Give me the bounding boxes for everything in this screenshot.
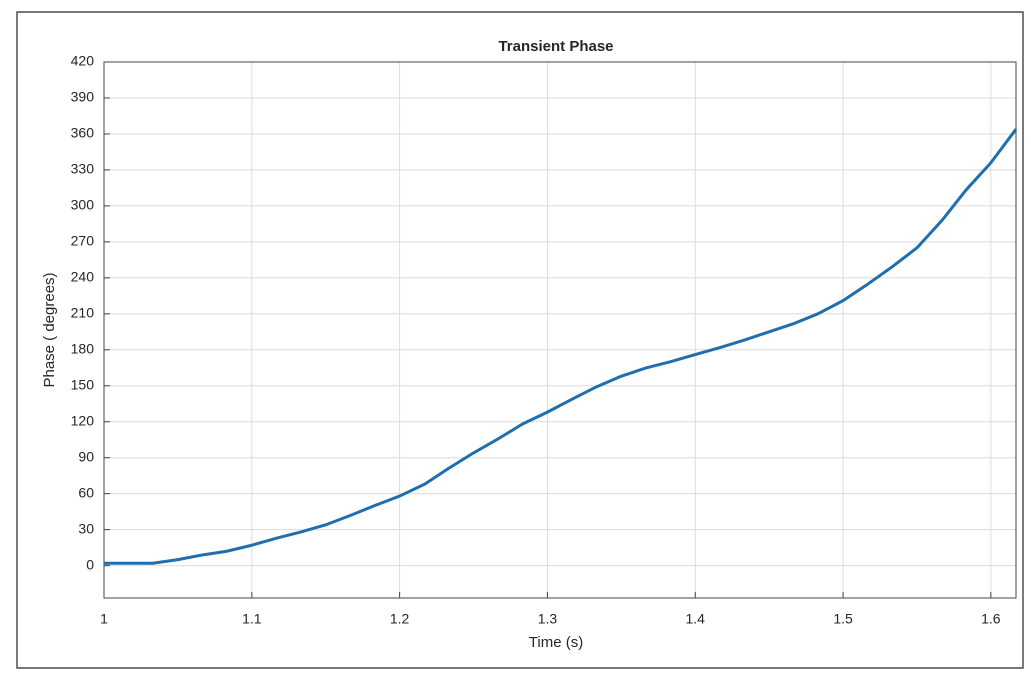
- y-tick-label: 390: [71, 89, 95, 105]
- y-axis-label: Phase ( degrees): [41, 272, 58, 387]
- frame: [16, 11, 1024, 669]
- x-tick-label: 1.2: [390, 611, 410, 627]
- y-tick-label: 0: [86, 556, 94, 572]
- y-tick-label: 420: [71, 53, 95, 69]
- y-tick-label: 150: [71, 376, 95, 392]
- y-tick-label: 180: [71, 340, 95, 356]
- line: [104, 128, 1018, 565]
- y-tick-label: 270: [71, 233, 95, 249]
- x-tick-label: 1.3: [538, 611, 558, 627]
- y-tick-label: 330: [71, 161, 95, 177]
- x-axis-label: Time (s): [529, 634, 583, 651]
- x-tick-label: 1.4: [686, 611, 706, 627]
- y-tick-label: 60: [78, 484, 94, 500]
- y-tick-label: 210: [71, 305, 95, 321]
- x-tick-label: 1: [100, 611, 108, 627]
- x-tick-label: 1.5: [833, 611, 853, 627]
- y-tick-label: 120: [71, 412, 95, 428]
- x-tick-label: 1.1: [242, 611, 262, 627]
- y-tick-label: 30: [78, 520, 94, 536]
- chart-title: Transient Phase: [498, 38, 613, 55]
- plot-box: [103, 61, 1017, 599]
- y-tick-label: 300: [71, 197, 95, 213]
- y-tick-label: 240: [71, 269, 95, 285]
- y-tick-label: 360: [71, 125, 95, 141]
- y-tick-label: 90: [78, 448, 94, 464]
- x-tick-label: 1.6: [981, 611, 1001, 627]
